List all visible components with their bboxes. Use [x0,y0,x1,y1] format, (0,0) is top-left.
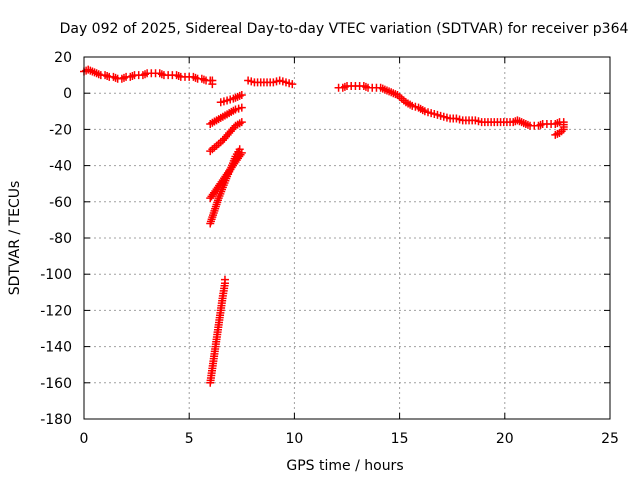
data-point [220,275,229,284]
y-tick-label: -100 [40,267,72,283]
x-tick-label: 25 [601,431,619,447]
data-point [237,91,246,100]
y-tick-label: -80 [49,231,72,247]
y-tick-label: -60 [49,195,72,211]
data-point [237,103,246,112]
x-tick-label: 0 [80,431,89,447]
x-tick-label: 5 [185,431,194,447]
y-tick-label: -160 [40,376,72,392]
data-point [551,130,560,139]
y-tick-labels: 20 0 -20 -40 -60 -80 -100 -120 -140 -160 -180 [40,50,72,428]
data-points [80,65,568,387]
x-axis-label: GPS time / hours [286,458,403,474]
plot-frame [83,56,611,420]
y-tick-label: -180 [40,412,72,428]
x-tick-label: 20 [496,431,514,447]
y-tick-label: -20 [49,122,72,138]
y-tick-label: 20 [54,50,72,66]
x-tick-labels: 0 5 10 15 20 25 [80,431,619,447]
chart-title: Day 092 of 2025, Sidereal Day-to-day VTE… [60,21,629,37]
y-tick-label: -140 [40,340,72,356]
data-point [235,145,244,154]
y-tick-label: 0 [63,86,72,102]
grid-lines [84,57,610,419]
y-tick-label: -40 [49,159,72,175]
x-tick-label: 10 [285,431,303,447]
data-point [288,80,297,89]
y-tick-label: -120 [40,303,72,319]
data-point [208,80,217,89]
axis-ticks [83,56,611,420]
x-tick-label: 15 [391,431,409,447]
data-point [237,118,246,127]
y-axis-label: SDTVAR / TECUs [7,181,23,296]
